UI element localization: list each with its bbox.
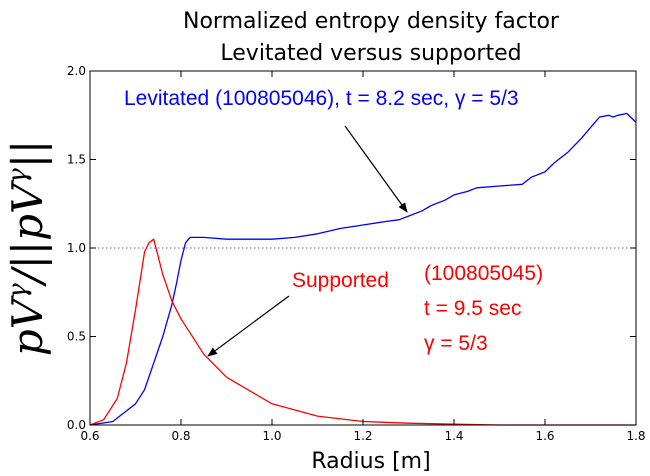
plot-area: 0.6 0.8 1.0 1.2 1.4 1.6 1.8 0.0 0.5 1.0 1.5 2.0: [67, 64, 646, 443]
chart-title-line2: Levitated versus supported: [220, 41, 521, 66]
y-tick-label: 1.0: [67, 241, 86, 255]
x-tick-label: 1.0: [262, 429, 281, 443]
y-tick-label: 0.5: [67, 330, 86, 344]
axes-frame: [89, 70, 637, 426]
x-tick-label: 0.8: [171, 429, 190, 443]
y-tick-label: 2.0: [67, 64, 86, 78]
x-tick-label: 0.6: [80, 429, 99, 443]
x-axis-label: Radius [m]: [311, 449, 430, 474]
y-axis-label: pVγ/||pVγ||: [3, 140, 52, 356]
x-tick-label: 1.2: [353, 429, 372, 443]
chart-title-line1: Normalized entropy density factor: [183, 9, 560, 34]
supported-arrow: [207, 295, 290, 357]
annotation-supported-gamma: γ = 5/3: [424, 332, 488, 355]
levitated-arrow: [344, 125, 408, 213]
x-tick-label: 1.4: [444, 429, 463, 443]
series-line-supported: [89, 238, 636, 426]
x-tick-label: 1.8: [626, 429, 645, 443]
annotation-supported: Supported: [292, 269, 389, 292]
y-tick-label: 1.5: [67, 153, 86, 167]
y-tick-label: 0.0: [67, 418, 86, 432]
annotation-levitated: Levitated (100805046), t = 8.2 sec, γ = …: [124, 87, 519, 110]
series-line-levitated: [89, 112, 637, 426]
annotation-supported-time: t = 9.5 sec: [424, 297, 521, 320]
x-tick-label: 1.6: [535, 429, 554, 443]
annotation-supported-shot: (100805045): [424, 262, 543, 285]
